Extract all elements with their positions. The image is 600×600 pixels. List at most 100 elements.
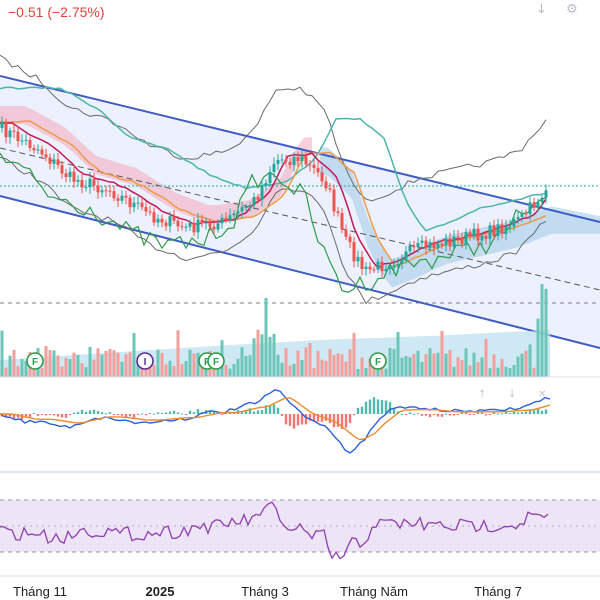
- macd-histogram-bar: [144, 414, 148, 416]
- candle-body: [464, 232, 468, 244]
- candle: [36, 144, 40, 154]
- volume-bar: [524, 350, 528, 377]
- candle-body: [248, 205, 252, 208]
- macd-histogram-bar: [320, 414, 324, 422]
- candle: [244, 203, 248, 212]
- macd-histogram-bar: [192, 412, 196, 414]
- macd-histogram-bar: [472, 414, 476, 415]
- macd-histogram-bar: [92, 409, 96, 414]
- macd-histogram-bar: [424, 414, 428, 416]
- candle-body: [168, 216, 172, 227]
- volume-bar: [424, 353, 428, 377]
- volume-bar: [20, 359, 24, 377]
- macd-histogram-bar: [160, 413, 164, 415]
- volume-bar: [92, 359, 96, 377]
- price-change: −0.51 (−2.75%): [8, 4, 105, 20]
- candle-body: [120, 195, 124, 201]
- volume-bar: [292, 363, 296, 377]
- macd-histogram-bar: [404, 414, 408, 415]
- candle-body: [348, 236, 352, 243]
- volume-bar: [40, 368, 44, 377]
- settings-icon[interactable]: ⚙: [566, 2, 578, 17]
- candle: [268, 166, 272, 187]
- candle: [280, 153, 284, 164]
- candle: [532, 197, 536, 212]
- volume-bar: [488, 368, 492, 377]
- volume-bar: [8, 355, 12, 377]
- volume-bar: [172, 365, 176, 377]
- macd-histogram-bar: [356, 407, 360, 414]
- candle-body: [476, 228, 480, 241]
- candle-body: [148, 211, 152, 213]
- candle-body: [428, 241, 432, 249]
- volume-bar: [464, 348, 468, 377]
- macd-histogram-bar: [108, 412, 112, 414]
- candle-body: [84, 187, 88, 189]
- macd-histogram-bar: [148, 413, 152, 415]
- candle: [440, 239, 444, 249]
- candle: [484, 231, 488, 245]
- candle: [348, 233, 352, 249]
- event-circle: [26, 352, 44, 370]
- macd-histogram-bar: [44, 414, 48, 416]
- candle-body: [280, 159, 284, 161]
- candle-body: [44, 154, 48, 158]
- macd-histogram-bar: [240, 411, 244, 414]
- volume-bar: [252, 338, 256, 377]
- candle-body: [256, 196, 260, 200]
- candle-body: [344, 229, 348, 237]
- candle-body: [364, 266, 368, 270]
- candle-body: [528, 202, 532, 215]
- candle-body: [520, 213, 524, 217]
- candle-body: [452, 236, 456, 247]
- candle-body: [352, 242, 356, 262]
- macd-histogram-bar: [484, 414, 488, 416]
- candle-body: [80, 179, 84, 188]
- candle: [160, 214, 164, 228]
- macd-histogram-bar: [8, 414, 12, 417]
- candle-body: [376, 261, 380, 270]
- macd-histogram-bar: [276, 407, 280, 414]
- macd-histogram-bar: [268, 405, 272, 414]
- macd-histogram-bar: [452, 414, 456, 416]
- macd-histogram-bar: [272, 404, 276, 414]
- candle: [48, 153, 52, 170]
- candle: [152, 207, 156, 226]
- volume-bar: [44, 346, 48, 377]
- candle-body: [488, 225, 492, 239]
- macd-histogram-bar: [544, 409, 548, 414]
- volume-bar: [504, 366, 508, 377]
- macd-histogram-bar: [348, 414, 352, 423]
- macd-histogram-bar: [220, 414, 224, 415]
- candle-body: [496, 224, 500, 237]
- arrow-down-icon[interactable]: ↓: [536, 2, 547, 17]
- candle-body: [56, 159, 60, 166]
- candle: [0, 116, 4, 133]
- candle-body: [16, 131, 20, 142]
- volume-bar: [60, 366, 64, 377]
- candle: [404, 245, 408, 264]
- candle: [220, 213, 224, 229]
- candle: [524, 209, 528, 219]
- candle: [496, 218, 500, 241]
- macd-histogram-bar: [480, 412, 484, 414]
- volume-bar: [536, 318, 540, 377]
- volume-bar: [320, 359, 324, 377]
- candle: [180, 220, 184, 231]
- candle: [224, 212, 228, 224]
- event-marker-i: I: [136, 352, 154, 370]
- volume-bar: [192, 353, 196, 377]
- macd-histogram-bar: [516, 412, 520, 414]
- macd-histogram-bar: [248, 408, 252, 414]
- candle: [100, 186, 104, 198]
- candle: [520, 210, 524, 223]
- macd-histogram-bar: [184, 414, 188, 415]
- candle: [44, 148, 48, 162]
- candle: [64, 168, 68, 183]
- macd-histogram-bar: [60, 414, 64, 418]
- volume-bar: [516, 356, 520, 377]
- candle-body: [180, 226, 184, 228]
- macd-histogram-bar: [392, 407, 396, 414]
- candle: [336, 206, 340, 217]
- macd-histogram-bar: [208, 410, 212, 414]
